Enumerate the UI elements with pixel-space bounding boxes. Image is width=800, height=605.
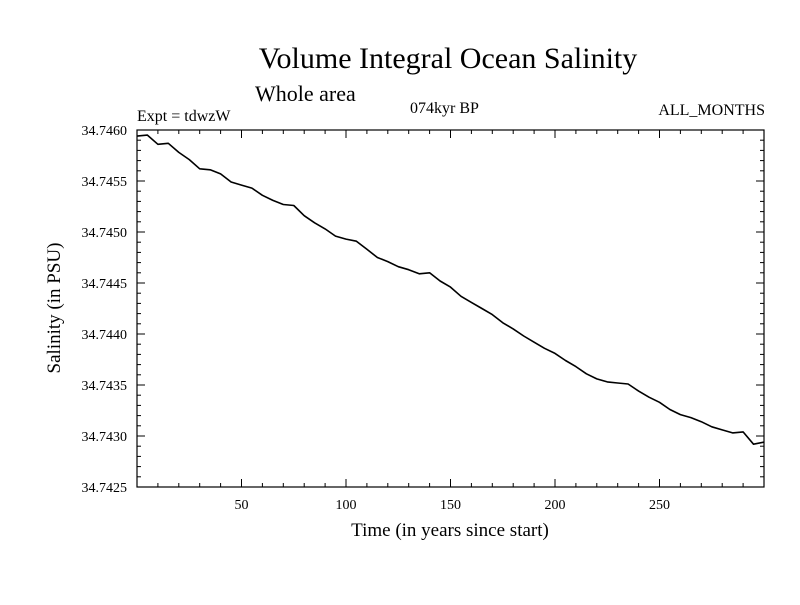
x-tick-label: 100 bbox=[336, 498, 357, 513]
y-tick-label: 34.7450 bbox=[82, 226, 128, 241]
experiment-label: Expt = tdwzW bbox=[137, 108, 231, 125]
y-tick-label: 34.7460 bbox=[82, 124, 128, 139]
y-tick-label: 34.7445 bbox=[82, 277, 128, 292]
axis-ticks bbox=[137, 130, 764, 487]
plot-frame bbox=[136, 129, 765, 488]
salinity-series-line bbox=[136, 134, 765, 445]
axis-tick-labels: 50 100 150 200 250 34.7425 34.7430 34.7435 34.74… bbox=[82, 124, 671, 513]
x-tick-label: 150 bbox=[440, 498, 461, 513]
y-tick-label: 34.7440 bbox=[82, 328, 128, 343]
chart-subtitle: Whole area bbox=[255, 81, 356, 106]
x-axis-label: Time (in years since start) bbox=[351, 520, 549, 541]
x-tick-label: 200 bbox=[545, 498, 566, 513]
y-tick-label: 34.7425 bbox=[82, 481, 128, 496]
y-tick-label: 34.7435 bbox=[82, 379, 128, 394]
y-tick-label: 34.7430 bbox=[82, 430, 128, 445]
chart-title: Volume Integral Ocean Salinity bbox=[259, 42, 638, 75]
x-tick-label: 50 bbox=[235, 498, 249, 513]
period-label: 074kyr BP bbox=[410, 100, 479, 117]
y-tick-label: 34.7455 bbox=[82, 175, 128, 190]
months-label: ALL_MONTHS bbox=[658, 102, 765, 119]
x-tick-label: 250 bbox=[649, 498, 670, 513]
y-axis-label: Salinity (in PSU) bbox=[44, 243, 65, 374]
